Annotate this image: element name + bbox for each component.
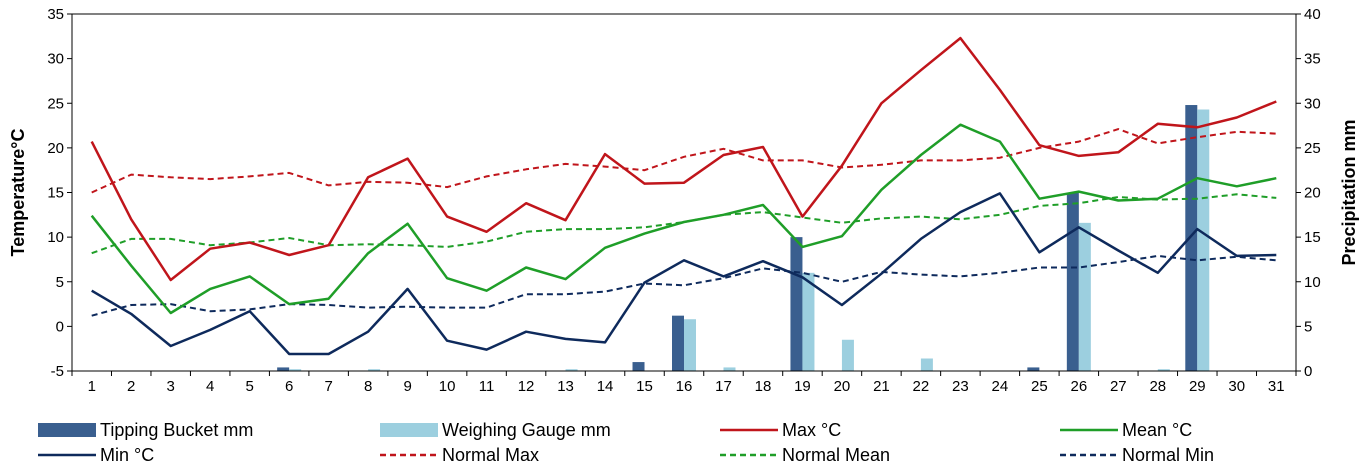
line-normal-min [91,254,1277,317]
bar-tipping-bucket-day-15 [632,362,645,371]
x-tick-label: 1 [88,378,96,395]
bar-weighing-gauge-day-6 [289,369,302,371]
precipitation-bars [277,105,1210,371]
x-tick-label: 29 [1189,378,1206,395]
right-tick-label: 40 [1304,6,1321,23]
x-tick-label: 27 [1110,378,1127,395]
temperature-lines [90,36,1277,356]
left-tick-label: 0 [56,318,64,335]
bar-tipping-bucket-day-16 [672,315,684,371]
right-axis-title: Precipitation mm [1339,119,1359,265]
bar-weighing-gauge-day-16 [684,319,696,371]
right-tick-label: 5 [1304,318,1312,335]
legend-label-tipping-bucket-mm: Tipping Bucket mm [100,420,253,440]
left-tick-label: 5 [56,274,64,291]
right-tick-label: 35 [1304,51,1321,68]
x-tick-label: 20 [834,378,851,395]
right-tick-label: 0 [1304,363,1312,380]
x-tick-label: 4 [206,378,214,395]
x-tick-label: 2 [127,378,135,395]
bar-weighing-gauge-day-28 [1157,369,1170,371]
x-tick-label: 7 [324,378,332,395]
x-tick-label: 10 [439,378,456,395]
bar-tipping-bucket-day-25 [1027,367,1040,371]
x-tick-label: 15 [636,378,653,395]
bar-weighing-gauge-day-8 [368,369,381,371]
x-tick-label: 11 [479,378,495,395]
bar-weighing-gauge-day-20 [841,339,854,371]
bar-tipping-bucket-day-19 [790,237,803,371]
right-tick-label: 15 [1304,229,1321,246]
bar-weighing-gauge-day-17 [723,367,736,371]
x-tick-label: 21 [873,378,890,395]
right-tick-label: 25 [1304,140,1321,157]
legend-label-min-c: Min °C [100,445,154,465]
x-tick-label: 23 [952,378,969,395]
x-tick-label: 3 [167,378,175,395]
legend-label-normal-min: Normal Min [1122,445,1214,465]
x-tick-label: 9 [403,378,411,395]
left-tick-label: 25 [47,95,64,112]
legend-label-normal-max: Normal Max [442,445,539,465]
x-tick-label: 26 [1070,378,1087,395]
x-tick-label: 16 [676,378,693,395]
x-tick-label: 13 [557,378,574,395]
line-max-c [90,36,1277,282]
bar-weighing-gauge-day-29 [1197,109,1210,371]
x-tick-label: 5 [246,378,254,395]
x-tick-label: 14 [597,378,614,395]
left-tick-label: 20 [47,140,64,157]
x-tick-label: 22 [913,378,930,395]
right-tick-label: 30 [1304,95,1321,112]
line-min-c [91,192,1277,356]
legend-label-normal-mean: Normal Mean [782,445,890,465]
legend-label-mean-c: Mean °C [1122,420,1192,440]
left-axis-title: Temperature°C [8,129,28,257]
left-tick-label: -5 [51,363,64,380]
legend: Tipping Bucket mm Weighing Gauge mm Max °C… [38,420,1214,465]
left-tick-label: 35 [47,6,64,23]
line-normal-mean [91,193,1277,255]
x-tick-label: 24 [992,378,1009,395]
x-tick-label: 28 [1149,378,1166,395]
left-tick-label: 10 [47,229,64,246]
x-tick-label: 18 [755,378,772,395]
x-tick-label: 30 [1228,378,1245,395]
line-mean-c [90,123,1277,315]
bar-weighing-gauge-day-13 [565,369,578,371]
line-normal-max [91,128,1277,194]
bar-weighing-gauge-day-26 [1078,222,1091,371]
left-tick-label: 30 [47,51,64,68]
bar-tipping-bucket-day-29 [1185,105,1198,371]
x-tick-label: 19 [794,378,811,395]
right-tick-label: 20 [1304,185,1321,202]
left-tick-label: 15 [47,185,64,202]
x-tick-label: 25 [1031,378,1048,395]
legend-swatch-weighing-gauge-mm [380,423,438,437]
legend-label-weighing-gauge-mm: Weighing Gauge mm [442,420,611,440]
x-tick-label: 6 [285,378,293,395]
bar-tipping-bucket-day-26 [1066,192,1079,371]
x-tick-label: 8 [364,378,372,395]
bar-weighing-gauge-day-19 [802,272,815,371]
right-tick-label: 10 [1304,274,1321,291]
x-tick-label: 31 [1268,378,1285,395]
bar-tipping-bucket-day-6 [277,367,290,371]
legend-swatch-tipping-bucket-mm [38,423,96,437]
x-tick-label: 17 [715,378,732,395]
legend-label-max-c: Max °C [782,420,841,440]
x-tick-label: 12 [518,378,535,395]
bar-weighing-gauge-day-22 [920,358,933,371]
